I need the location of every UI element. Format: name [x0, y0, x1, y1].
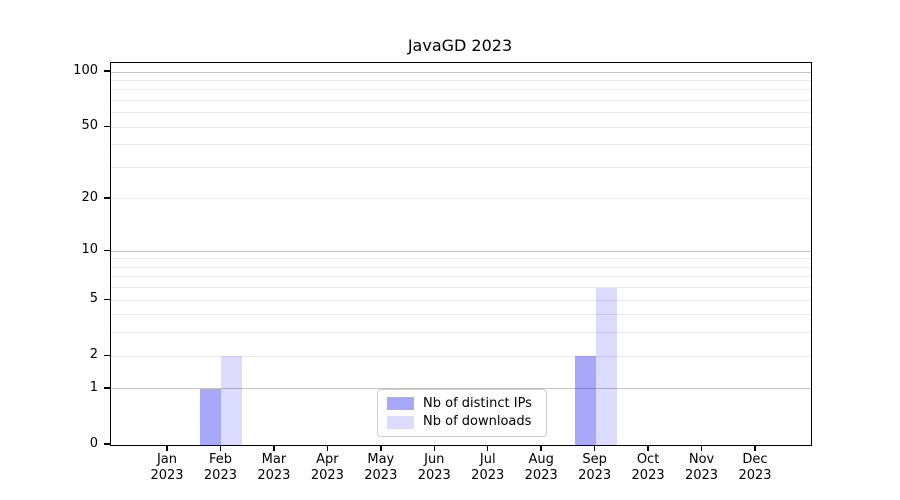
y-tick-mark [104, 70, 110, 72]
x-tick-label-aug: Aug 2023 [524, 452, 558, 483]
gridline-minor [111, 112, 811, 114]
y-tick-mark [104, 443, 110, 445]
gridline-minor [111, 287, 811, 289]
gridline-major [111, 71, 811, 73]
x-tick-mark [700, 445, 703, 451]
bar-downloads [221, 356, 243, 445]
gridline-major [111, 250, 811, 252]
x-tick-label-nov: Nov 2023 [684, 452, 719, 483]
gridline-minor [111, 144, 811, 146]
x-tick-mark [593, 445, 596, 451]
y-tick-label: 2 [89, 347, 98, 363]
x-tick-mark [487, 445, 489, 451]
x-tick-mark [219, 445, 222, 451]
y-tick-mark [104, 197, 110, 199]
y-tick-mark [104, 249, 110, 251]
x-tick-mark [273, 445, 275, 451]
x-tick-label-jun: Jun 2023 [417, 452, 451, 483]
bar-downloads [595, 287, 617, 445]
x-tick-mark [647, 445, 649, 451]
bar-distinct-ips [574, 356, 596, 445]
gridline-minor [111, 276, 811, 278]
gridline-minor [111, 258, 811, 260]
x-tick-label-may: May 2023 [364, 452, 398, 483]
x-tick-label-jan: Jan 2023 [150, 452, 184, 483]
bar-distinct-ips [200, 388, 222, 445]
x-tick-label-feb: Feb 2023 [203, 452, 237, 483]
x-tick-label-apr: Apr 2023 [310, 452, 344, 483]
gridline-minor [111, 79, 811, 81]
plot-area [110, 62, 812, 446]
x-tick-label-oct: Oct 2023 [631, 452, 665, 483]
gridline-minor [111, 299, 811, 301]
legend-item-distinct-ips: Nb of distinct IPs [387, 396, 537, 412]
x-tick-mark [166, 445, 168, 451]
gridline-minor [111, 355, 811, 357]
x-tick-mark [380, 445, 382, 451]
legend-label-distinct-ips: Nb of distinct IPs [423, 395, 532, 411]
y-tick-label: 50 [81, 118, 98, 134]
legend-swatch-downloads [387, 415, 414, 429]
y-tick-label: 10 [81, 242, 98, 258]
y-tick-label: 20 [81, 189, 98, 205]
y-tick-label: 5 [89, 291, 98, 307]
x-tick-mark [433, 445, 435, 451]
gridline-minor [111, 100, 811, 102]
x-tick-mark [754, 445, 756, 451]
x-tick-mark [540, 445, 542, 451]
y-tick-label: 0 [89, 436, 98, 451]
x-tick-label-jul: Jul 2023 [471, 452, 505, 483]
gridline-minor [111, 126, 811, 128]
x-tick-mark [326, 445, 329, 451]
gridline-minor [111, 198, 811, 200]
y-tick-mark [104, 387, 110, 389]
x-tick-label-dec: Dec 2023 [738, 452, 772, 483]
legend-item-downloads: Nb of downloads [387, 414, 537, 430]
gridline-minor [111, 167, 811, 168]
y-tick-mark [104, 125, 110, 127]
y-tick-mark [104, 354, 110, 356]
x-tick-label-mar: Mar 2023 [257, 452, 291, 483]
legend-swatch-distinct-ips [387, 397, 414, 411]
gridline-minor [111, 89, 811, 91]
gridline-major [111, 388, 811, 390]
legend: Nb of distinct IPs Nb of downloads [377, 389, 547, 437]
gridline-minor [111, 266, 811, 268]
legend-label-downloads: Nb of downloads [423, 414, 532, 430]
x-tick-label-sep: Sep 2023 [578, 452, 612, 483]
gridline-minor [111, 314, 811, 316]
y-tick-label: 100 [73, 63, 98, 79]
y-tick-label: 1 [89, 379, 98, 395]
gridline-minor [111, 332, 811, 334]
chart-title: JavaGD 2023 [407, 36, 513, 55]
y-tick-mark [104, 298, 110, 300]
